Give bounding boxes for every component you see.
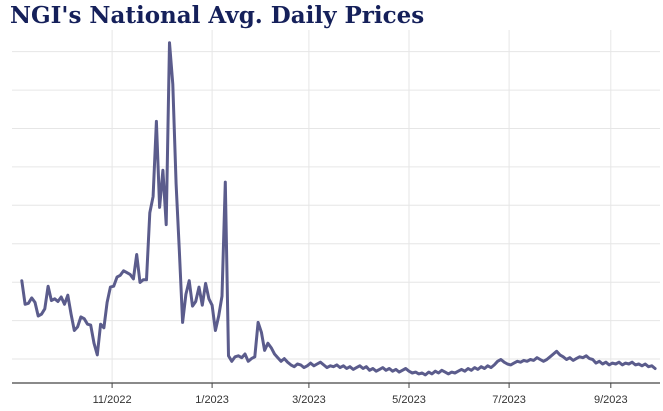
price-series-line xyxy=(20,41,657,377)
chart-title: NGI's National Avg. Daily Prices xyxy=(10,2,425,29)
x-tick-label: 7/2023 xyxy=(492,394,526,406)
x-tick-label: 11/2022 xyxy=(93,394,132,406)
x-tick-label: 3/2023 xyxy=(292,394,326,406)
grid-lines xyxy=(12,30,660,383)
x-axis-ticks xyxy=(111,383,612,388)
x-tick-label: 1/2023 xyxy=(195,394,229,406)
x-tick-label: 5/2023 xyxy=(392,394,426,406)
x-axis-tick-labels: 11/2022 1/2023 3/2023 5/2023 7/2023 9/20… xyxy=(93,394,628,406)
x-tick-label: 9/2023 xyxy=(594,394,628,406)
